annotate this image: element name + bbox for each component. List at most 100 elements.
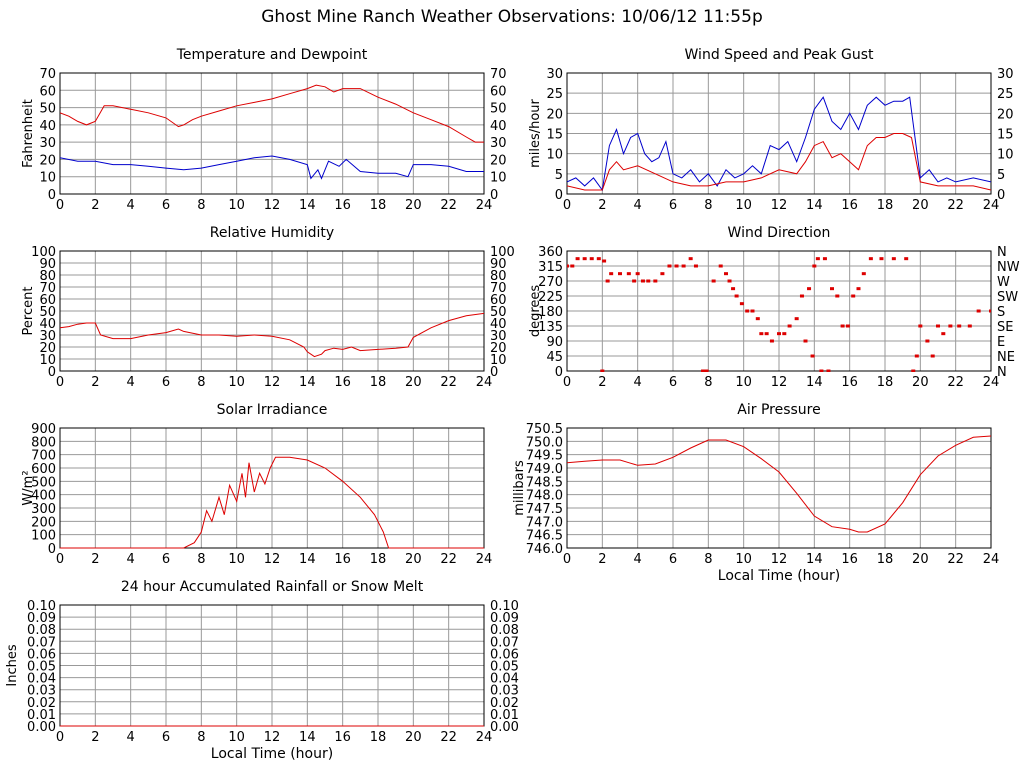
y-tick-label: 0.08 — [27, 623, 56, 638]
chart-title: Wind Direction — [728, 225, 831, 241]
right-tick-label: 0.09 — [490, 611, 519, 626]
data-point — [930, 354, 935, 358]
data-point — [596, 257, 601, 261]
data-point — [967, 324, 972, 328]
data-point — [764, 332, 769, 336]
data-point — [769, 339, 774, 343]
x-tick-label: 4 — [127, 730, 135, 745]
y-tick-label: 90 — [546, 335, 563, 350]
data-point — [799, 294, 804, 298]
x-tick-label: 0 — [563, 198, 571, 213]
data-point — [845, 324, 850, 328]
series-line — [60, 456, 484, 549]
right-tick-label: 30 — [490, 136, 507, 151]
data-point — [904, 257, 909, 261]
y-tick-label: 900 — [31, 422, 56, 437]
x-tick-label: 18 — [370, 198, 387, 213]
right-tick-label: 40 — [490, 119, 507, 134]
x-tick-label: 12 — [264, 730, 281, 745]
right-tick-label: 0.07 — [490, 635, 519, 650]
x-tick-label: 4 — [127, 375, 135, 390]
x-tick-label: 24 — [983, 375, 1000, 390]
x-tick-label: 24 — [983, 552, 1000, 567]
data-point — [750, 309, 755, 313]
x-tick-label: 20 — [912, 198, 929, 213]
right-tick-label: 0 — [997, 188, 1005, 203]
y-tick-label: 45 — [546, 350, 563, 365]
data-point — [911, 369, 916, 372]
grid — [566, 72, 992, 195]
y-tick-label: 748.0 — [526, 489, 563, 504]
right-tick-label: 40 — [490, 317, 507, 332]
right-tick-label: 20 — [490, 341, 507, 356]
right-tick-label: 0.08 — [490, 623, 519, 638]
x-tick-label: 10 — [735, 552, 752, 567]
data-point — [925, 339, 930, 343]
data-point — [948, 324, 953, 328]
plot-frame — [59, 250, 485, 372]
right-tick-label: 20 — [997, 107, 1014, 122]
data-point — [918, 324, 923, 328]
x-tick-label: 8 — [197, 198, 205, 213]
right-tick-label: 0.02 — [490, 696, 519, 711]
x-tick-label: 6 — [162, 375, 170, 390]
right-tick-label: 10 — [490, 353, 507, 368]
data-point — [731, 287, 736, 291]
x-tick-label: 4 — [634, 552, 642, 567]
right-tick-label: SW — [997, 290, 1018, 305]
x-axis-label: Local Time (hour) — [718, 568, 840, 584]
x-tick-label: 22 — [440, 198, 457, 213]
x-tick-label: 22 — [440, 730, 457, 745]
y-tick-label: 360 — [538, 245, 563, 260]
right-tick-label: 60 — [490, 293, 507, 308]
data-point — [819, 369, 824, 372]
data-point — [688, 257, 693, 261]
series-0 — [567, 435, 991, 533]
y-axis-label: W/m² — [21, 470, 36, 505]
x-tick-label: 8 — [704, 375, 712, 390]
data-point — [626, 272, 631, 276]
right-tick-label: 60 — [490, 84, 507, 99]
x-tick-label: 18 — [370, 375, 387, 390]
y-tick-label: 0.05 — [27, 660, 56, 675]
data-point — [794, 317, 799, 321]
x-tick-label: 22 — [947, 552, 964, 567]
right-tick-label: 0.06 — [490, 647, 519, 662]
y-tick-label: 60 — [39, 293, 56, 308]
x-tick-label: 8 — [197, 375, 205, 390]
right-tick-label: 0 — [490, 365, 498, 380]
x-tick-label: 0 — [56, 198, 64, 213]
x-tick-label: 6 — [162, 552, 170, 567]
data-point — [830, 287, 834, 291]
chart-title: Wind Speed and Peak Gust — [685, 47, 874, 63]
data-point — [810, 354, 815, 358]
y-tick-label: 746.5 — [526, 529, 563, 544]
y-tick-label: 5 — [555, 168, 563, 183]
right-tick-label: 0.03 — [490, 684, 519, 699]
data-point — [618, 272, 622, 276]
y-axis-label: Inches — [5, 644, 20, 686]
series-0 — [60, 84, 484, 143]
series-1 — [60, 155, 484, 180]
plot-frame — [566, 72, 992, 195]
data-point — [646, 279, 651, 283]
data-point — [632, 279, 637, 283]
x-tick-label: 4 — [127, 198, 135, 213]
y-tick-label: 25 — [546, 87, 563, 102]
x-tick-label: 16 — [841, 198, 858, 213]
y-tick-label: 0.03 — [27, 684, 56, 699]
data-point — [782, 332, 787, 336]
y-tick-label: 746.0 — [526, 542, 563, 557]
chart-title: Relative Humidity — [210, 225, 334, 241]
y-tick-label: 0.04 — [27, 672, 56, 687]
data-point — [635, 272, 640, 276]
data-point — [914, 354, 919, 358]
x-tick-label: 12 — [771, 552, 788, 567]
x-tick-label: 2 — [91, 730, 99, 745]
x-tick-label: 2 — [598, 375, 606, 390]
series-line — [60, 155, 484, 180]
data-point — [600, 369, 605, 372]
y-axis-label: millibars — [512, 460, 527, 516]
right-tick-label: 90 — [490, 257, 507, 272]
data-point — [609, 272, 614, 276]
